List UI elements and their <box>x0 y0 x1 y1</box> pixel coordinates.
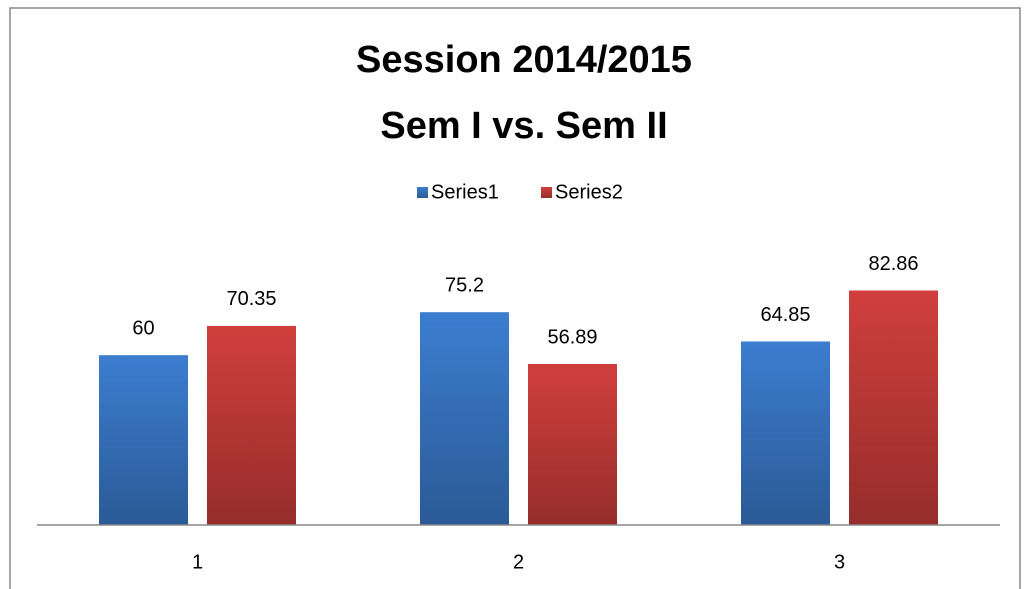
bar <box>207 325 296 525</box>
legend-swatch <box>541 187 552 198</box>
data-label: 82.86 <box>868 253 918 275</box>
legend-label: Series2 <box>555 181 623 203</box>
data-label: 56.89 <box>547 326 597 348</box>
data-label: 70.35 <box>226 288 276 310</box>
data-label: 64.85 <box>760 304 810 326</box>
legend-swatch <box>417 187 428 198</box>
bar <box>99 355 188 525</box>
x-tick-label: 1 <box>192 551 203 573</box>
data-label: 75.2 <box>445 274 484 296</box>
bar <box>741 341 830 525</box>
x-tick-label: 3 <box>834 551 845 573</box>
bar <box>528 364 617 525</box>
data-label: 60 <box>132 317 154 339</box>
chart-title: Sem I vs. Sem II <box>380 105 667 147</box>
legend-label: Series1 <box>431 181 499 203</box>
x-tick-label: 2 <box>513 551 524 573</box>
bar <box>849 290 938 525</box>
chart-title: Session 2014/2015 <box>356 39 692 81</box>
bar <box>420 312 509 525</box>
